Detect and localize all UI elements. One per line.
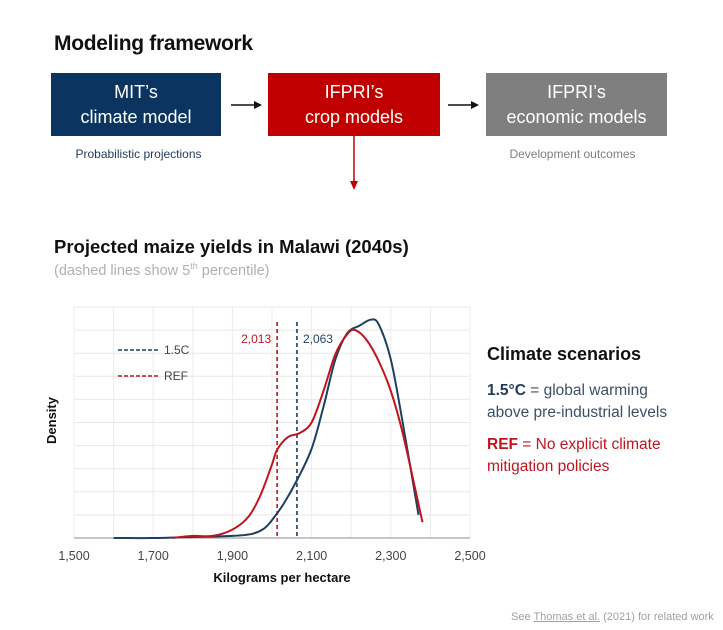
chart-grid xyxy=(73,306,471,539)
percentile-label: 2,013 xyxy=(241,332,271,346)
mit-caption: Probabilistic projections xyxy=(75,147,202,161)
framework-title: Modeling framework xyxy=(54,32,253,55)
box-line2: climate model xyxy=(80,106,192,127)
x-tick-label: 2,300 xyxy=(375,549,406,563)
percentile-label: 2,063 xyxy=(303,332,333,346)
right-arrow-icon xyxy=(231,101,262,109)
x-tick-label: 2,100 xyxy=(296,549,327,563)
x-tick-label: 2,500 xyxy=(454,549,485,563)
series-ref-curve xyxy=(172,328,424,539)
scenarios-title: Climate scenarios xyxy=(487,344,642,364)
legend-label: 1.5C xyxy=(164,343,190,357)
framework-arrows xyxy=(231,101,479,190)
series-1-5c-curve xyxy=(113,318,420,540)
footer-citation: See Thomas et al. (2021) for related wor… xyxy=(511,611,714,623)
x-axis-label: Kilograms per hectare xyxy=(213,570,350,585)
chart-subtitle: (dashed lines show 5th percentile) xyxy=(54,261,270,279)
legend-label: REF xyxy=(164,369,188,383)
x-axis: 1,500 1,700 1,900 2,100 2,300 2,500 Kilograms … xyxy=(44,396,486,585)
mit-climate-model-box: MIT’s climate model xyxy=(51,73,221,136)
density-curves xyxy=(113,318,424,540)
box-line1: MIT’s xyxy=(114,81,158,102)
box-line1: IFPRI’s xyxy=(547,81,606,102)
box-line2: crop models xyxy=(304,106,404,127)
econ-caption: Development outcomes xyxy=(509,147,636,161)
box-line1: IFPRI’s xyxy=(324,81,384,102)
x-tick-label: 1,500 xyxy=(58,549,89,563)
chart-title: Projected maize yields in Malawi (2040s) xyxy=(54,236,409,257)
y-axis-label: Density xyxy=(44,396,59,444)
ifpri-economic-models-box: IFPRI’s economic models xyxy=(486,73,667,136)
box-line2: economic models xyxy=(506,106,647,127)
percentile-lines: 2,013 2,063 xyxy=(241,322,333,538)
scenario-ref: REF = No explicit climate mitigation pol… xyxy=(487,436,661,475)
thomas-et-al-link[interactable]: Thomas et al. xyxy=(533,611,601,623)
x-tick-label: 1,700 xyxy=(138,549,169,563)
x-tick-label: 1,900 xyxy=(217,549,248,563)
scenario-1-5c: 1.5°C = global warming above pre-industr… xyxy=(487,382,668,421)
ifpri-crop-models-box: IFPRI’s crop models xyxy=(268,73,440,136)
down-arrow-icon xyxy=(350,136,358,190)
chart-legend: 1.5C REF xyxy=(118,343,190,383)
right-arrow-icon xyxy=(448,101,479,109)
